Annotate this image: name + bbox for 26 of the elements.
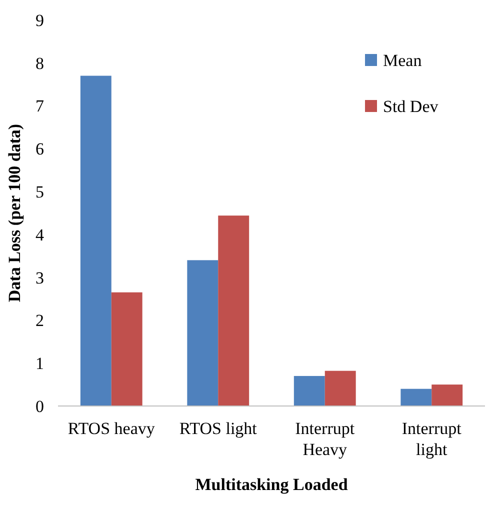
y-tick-label: 0 xyxy=(36,396,44,416)
x-axis-title: Multitasking Loaded xyxy=(195,475,348,494)
y-tick-label: 8 xyxy=(36,54,44,73)
bar xyxy=(294,376,325,406)
bar xyxy=(111,292,142,406)
y-tick-label: 3 xyxy=(36,268,44,288)
x-tick-label: Interrupt Heavy xyxy=(295,419,355,459)
y-tick-label: 6 xyxy=(36,140,44,159)
x-tick-label: RTOS heavy xyxy=(68,419,156,438)
y-tick-label: 5 xyxy=(36,182,44,202)
x-tick-label: Interrupt light xyxy=(402,419,462,459)
x-tick-label: RTOS light xyxy=(179,419,258,438)
y-tick-label: 2 xyxy=(36,311,44,330)
bar xyxy=(80,76,112,406)
y-axis-title: Data Loss (per 100 data) xyxy=(5,124,24,302)
legend-label: Mean xyxy=(383,50,422,70)
bar xyxy=(432,384,463,406)
bar xyxy=(187,260,218,406)
bar xyxy=(218,216,250,406)
bar xyxy=(400,388,432,406)
y-tick-label: 4 xyxy=(36,225,44,244)
bar xyxy=(324,370,356,406)
legend-label: Std Dev xyxy=(383,96,439,116)
y-tick-label: 9 xyxy=(36,10,44,30)
y-tick-label: 7 xyxy=(36,96,44,116)
y-tick-label: 1 xyxy=(36,354,44,374)
